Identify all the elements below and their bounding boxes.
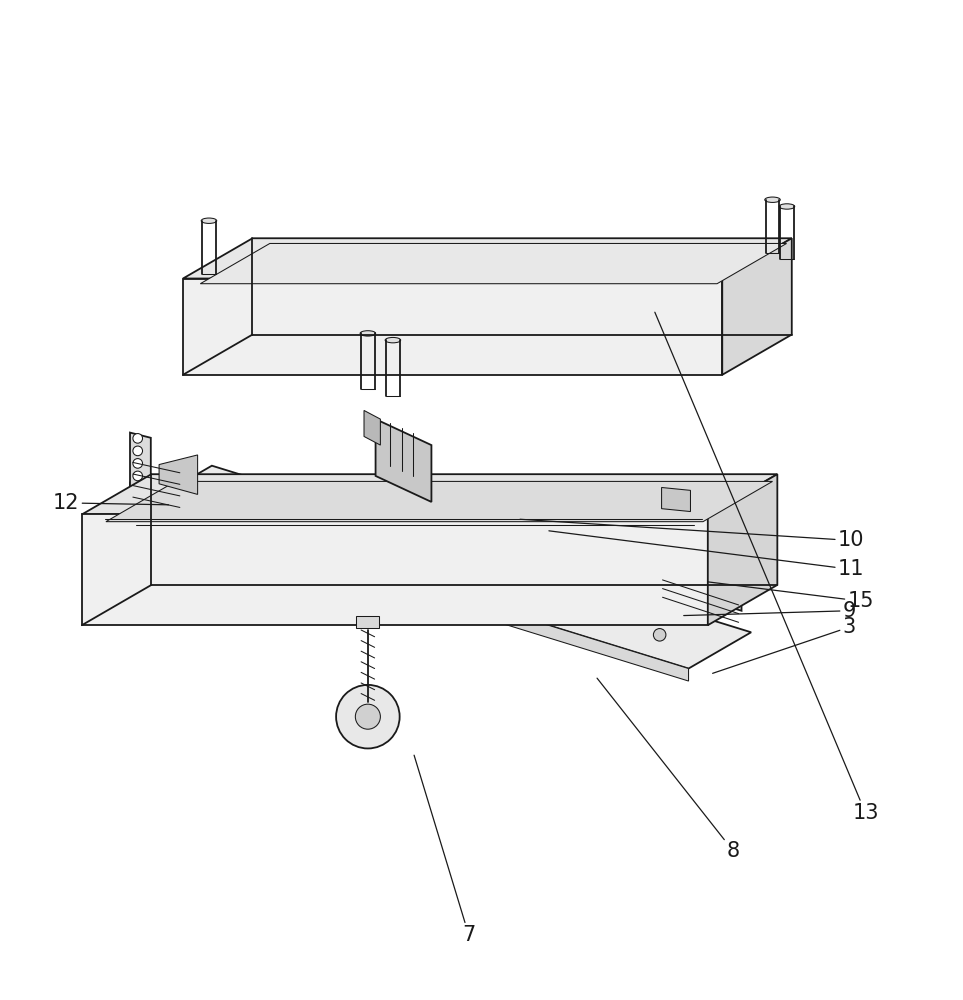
Polygon shape xyxy=(82,514,708,625)
Ellipse shape xyxy=(765,197,780,202)
Polygon shape xyxy=(130,483,202,516)
Polygon shape xyxy=(106,481,772,522)
Polygon shape xyxy=(708,474,777,625)
Circle shape xyxy=(171,484,185,497)
Polygon shape xyxy=(356,616,379,628)
Text: 7: 7 xyxy=(414,755,476,945)
Circle shape xyxy=(241,505,253,517)
Circle shape xyxy=(685,580,695,590)
Polygon shape xyxy=(364,410,380,445)
Polygon shape xyxy=(722,238,792,375)
Circle shape xyxy=(355,704,380,729)
Circle shape xyxy=(133,471,143,481)
Ellipse shape xyxy=(779,204,794,209)
Text: 11: 11 xyxy=(549,531,865,579)
Text: 13: 13 xyxy=(655,312,879,823)
Polygon shape xyxy=(130,433,151,505)
Text: 10: 10 xyxy=(520,519,865,550)
Text: 8: 8 xyxy=(597,678,741,861)
Polygon shape xyxy=(376,419,431,502)
Text: 9: 9 xyxy=(684,601,856,621)
Circle shape xyxy=(726,588,738,599)
Text: 15: 15 xyxy=(708,582,874,611)
Circle shape xyxy=(447,567,459,579)
Circle shape xyxy=(133,434,143,443)
Polygon shape xyxy=(159,455,197,494)
Circle shape xyxy=(133,446,143,456)
Circle shape xyxy=(664,576,675,586)
Polygon shape xyxy=(200,243,787,284)
Circle shape xyxy=(133,484,143,493)
Circle shape xyxy=(309,525,322,538)
Polygon shape xyxy=(662,487,690,512)
Polygon shape xyxy=(660,548,681,591)
Circle shape xyxy=(378,546,391,559)
Polygon shape xyxy=(183,238,792,279)
Ellipse shape xyxy=(360,331,376,336)
Polygon shape xyxy=(183,279,722,375)
Polygon shape xyxy=(660,568,742,611)
Text: 12: 12 xyxy=(53,493,169,513)
Ellipse shape xyxy=(385,337,401,343)
Polygon shape xyxy=(149,466,751,669)
Circle shape xyxy=(585,608,597,620)
Circle shape xyxy=(516,587,529,600)
Circle shape xyxy=(654,629,666,641)
Circle shape xyxy=(133,459,143,468)
Circle shape xyxy=(336,685,400,748)
Polygon shape xyxy=(82,474,777,514)
Text: 3: 3 xyxy=(713,617,856,673)
Circle shape xyxy=(706,584,716,595)
Ellipse shape xyxy=(201,218,217,223)
Polygon shape xyxy=(149,502,689,681)
